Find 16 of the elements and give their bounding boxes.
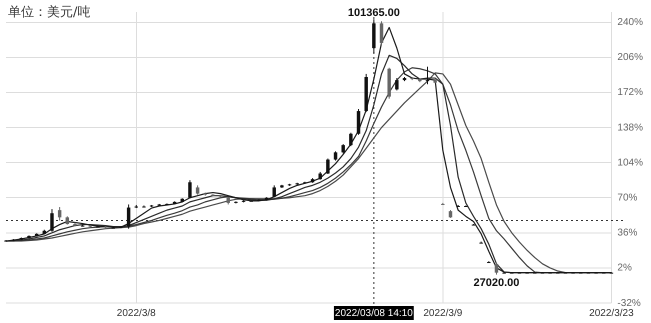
x-tick-label: 2022/3/9 [423,308,463,319]
annotation: 单位：美元/吨 [8,4,90,21]
y-tick-label: -32% [617,298,641,309]
y-tick-label: 206% [617,52,644,64]
y-tick-label: 138% [617,122,644,134]
y-tick-label: 36% [617,228,638,239]
y-tick-label: 240% [617,17,644,28]
y-tick-label: 70% [617,192,638,204]
y-tick-label: 172% [617,87,644,98]
y-tick-label: 104% [617,157,644,168]
annotation: 101365.00 [348,6,400,19]
x-tick-label: 2022/03/08 14:10 [334,308,414,319]
annotation: 27020.00 [474,277,520,290]
x-tick-label: 2022/3/8 [116,308,156,319]
y-tick-label: 2% [617,262,632,274]
x-tick-label: 2022/3/23 [589,308,634,319]
